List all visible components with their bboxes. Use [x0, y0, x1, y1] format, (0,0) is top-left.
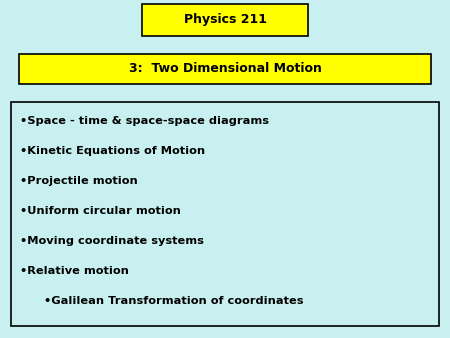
FancyBboxPatch shape — [142, 4, 308, 36]
Text: 3:  Two Dimensional Motion: 3: Two Dimensional Motion — [129, 63, 321, 75]
Text: •Space - time & space-space diagrams: •Space - time & space-space diagrams — [20, 116, 269, 126]
FancyBboxPatch shape — [19, 54, 431, 84]
Text: •Kinetic Equations of Motion: •Kinetic Equations of Motion — [20, 146, 205, 156]
FancyBboxPatch shape — [11, 102, 439, 326]
Text: •Relative motion: •Relative motion — [20, 266, 129, 276]
Text: •Uniform circular motion: •Uniform circular motion — [20, 206, 181, 216]
Text: •Galilean Transformation of coordinates: •Galilean Transformation of coordinates — [20, 296, 303, 306]
Text: •Moving coordinate systems: •Moving coordinate systems — [20, 236, 204, 246]
Text: Physics 211: Physics 211 — [184, 14, 266, 26]
Text: •Projectile motion: •Projectile motion — [20, 176, 138, 186]
